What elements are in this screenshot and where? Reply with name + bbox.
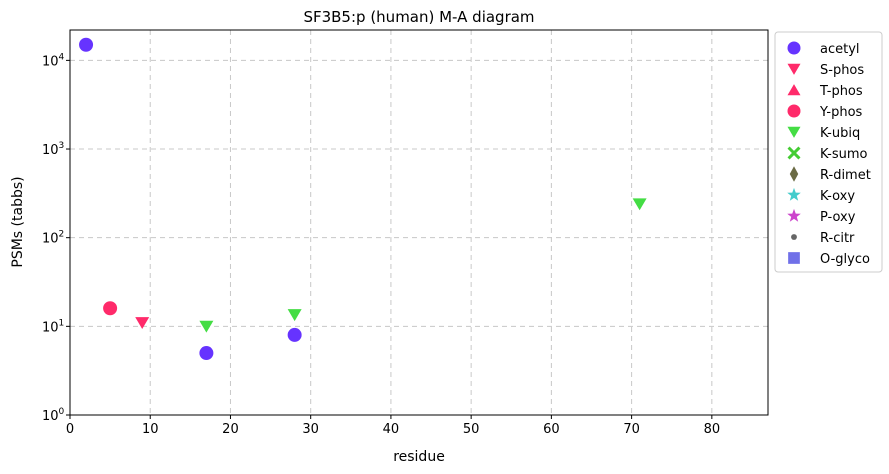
legend-label: T-phos	[819, 84, 863, 99]
legend-label: Y-phos	[819, 105, 863, 120]
x-tick-label: 80	[704, 422, 721, 437]
legend-label: K-sumo	[820, 147, 868, 162]
legend-marker-p-oxy	[787, 208, 801, 222]
y-tick-label: 100	[42, 407, 65, 424]
data-point-k-ubiq	[199, 320, 214, 333]
legend-marker-acetyl	[787, 41, 801, 55]
data-point-y-phos	[103, 301, 118, 316]
data-point-k-ubiq	[632, 198, 647, 211]
data-point-k-ubiq	[287, 309, 302, 322]
x-tick-label: 20	[222, 422, 239, 437]
legend-marker-k-oxy	[787, 187, 801, 201]
legend-label: R-dimet	[820, 168, 871, 183]
grid-lines	[69, 30, 768, 415]
data-point-acetyl	[79, 37, 94, 52]
x-tick-label: 70	[623, 422, 640, 437]
legend-label: K-oxy	[820, 189, 855, 204]
legend-label: S-phos	[820, 63, 864, 78]
legend-marker-y-phos	[787, 104, 801, 118]
data-point-acetyl	[287, 327, 302, 342]
x-tick-label: 0	[66, 422, 74, 437]
x-tick-label: 60	[543, 422, 560, 437]
legend-marker-s-phos	[787, 63, 801, 75]
y-tick-label: 104	[42, 52, 65, 69]
data-point-acetyl	[199, 346, 214, 361]
y-tick-label: 103	[42, 141, 64, 158]
x-tick-label: 40	[383, 422, 400, 437]
legend-label: P-oxy	[820, 210, 856, 225]
legend-marker-r-citr	[791, 234, 797, 240]
legend: acetyl S-phos T-phos Y-phos K-ubiq K-sumo R-di…	[774, 31, 883, 273]
x-tick-label: 10	[142, 422, 159, 437]
legend-marker-k-sumo	[787, 146, 801, 160]
legend-label: O-glyco	[820, 252, 870, 267]
plot-frame	[69, 29, 769, 416]
legend-label: R-citr	[820, 231, 855, 246]
data-points	[79, 37, 647, 361]
legend-marker-t-phos	[787, 84, 801, 96]
chart-title: SF3B5:p (human) M-A diagram	[303, 8, 534, 26]
legend-marker-r-dimet	[789, 166, 799, 182]
y-tick-label: 101	[42, 318, 64, 335]
y-tick-label: 102	[42, 230, 64, 247]
x-tick-label: 50	[463, 422, 480, 437]
y-axis-label: PSMs (tabbs)	[10, 176, 26, 267]
legend-label: acetyl	[820, 42, 860, 57]
data-point-s-phos	[135, 317, 150, 329]
x-axis-label: residue	[393, 449, 445, 465]
legend-label: K-ubiq	[820, 126, 860, 141]
legend-frame	[774, 31, 883, 273]
legend-marker-k-ubiq	[787, 126, 801, 138]
legend-marker-o-glyco	[788, 252, 800, 264]
x-tick-label: 30	[302, 422, 319, 437]
axis-ticks: 0 10 20 30 40 50 60 70 80 100 101 102 103 104	[42, 52, 720, 437]
